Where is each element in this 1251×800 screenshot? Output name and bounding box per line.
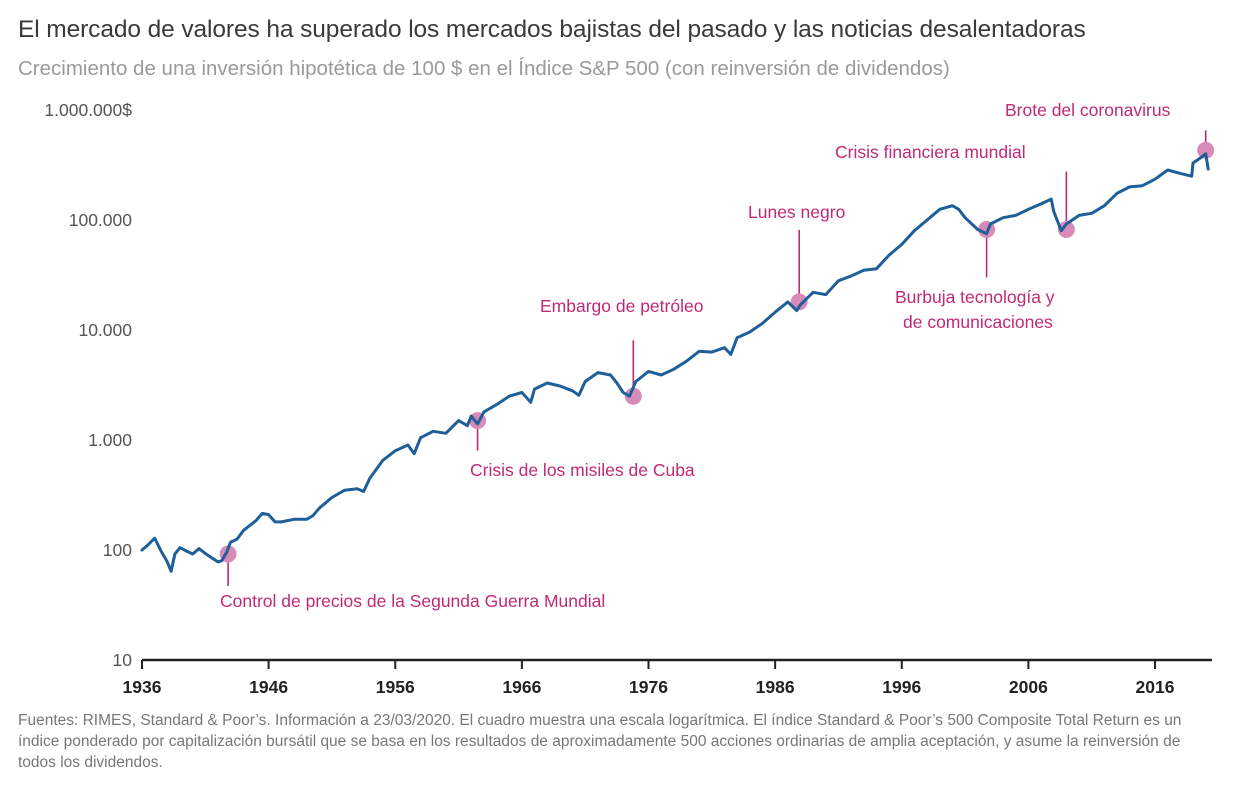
annotation-leaders [227, 130, 1207, 586]
y-tick-label: 10 [113, 650, 133, 670]
y-tick-label: 100.000 [69, 210, 133, 230]
y-tick-label: 1.000.000$ [44, 100, 132, 120]
y-tick-label: 100 [103, 540, 132, 560]
annotation-marker [1197, 141, 1215, 159]
annotation-label: Crisis de los misiles de Cuba [470, 460, 695, 480]
series-line-sp500 [140, 152, 1210, 573]
x-tick-label: 2006 [1009, 677, 1048, 697]
footnote: Fuentes: RIMES, Standard & Poor’s. Infor… [18, 712, 1182, 771]
x-axis-tick-labels: 1936 1946 1956 1966 1976 1986 1996 2006 2016 [123, 677, 1175, 697]
annotation-label: Lunes negro [748, 202, 845, 222]
x-tick-label: 1996 [882, 677, 921, 697]
y-tick-label: 1.000 [88, 430, 132, 450]
annotation-label: Burbuja tecnología y [895, 287, 1055, 307]
annotation-label: Brote del coronavirus [1005, 100, 1171, 120]
y-tick-label: 10.000 [78, 320, 132, 340]
annotation-markers [219, 141, 1215, 563]
annotation-marker [790, 293, 808, 311]
x-tick-label: 1966 [502, 677, 541, 697]
x-tick-label: 2016 [1136, 677, 1175, 697]
x-tick-label: 1956 [376, 677, 415, 697]
x-tick-label: 1946 [249, 677, 288, 697]
annotation-marker [1057, 220, 1075, 238]
x-tick-label: 1986 [756, 677, 795, 697]
annotation-marker [624, 387, 642, 405]
annotation-labels: Control de precios de la Segunda Guerra … [220, 100, 1171, 611]
chart-title: El mercado de valores ha superado los me… [18, 16, 1086, 43]
annotation-label: Crisis financiera mundial [835, 142, 1026, 162]
annotation-label: Embargo de petróleo [540, 296, 703, 316]
annotation-label: Control de precios de la Segunda Guerra … [220, 591, 605, 611]
x-tick-label: 1976 [629, 677, 668, 697]
annotation-label: de comunicaciones [903, 312, 1053, 332]
x-tick-label: 1936 [123, 677, 162, 697]
x-axis-tick-marks [141, 660, 1157, 669]
y-axis-tick-labels: 10 100 1.000 10.000 100.000 1.000.000$ [44, 100, 132, 670]
chart-subtitle: Crecimiento de una inversión hipotética … [18, 57, 950, 80]
